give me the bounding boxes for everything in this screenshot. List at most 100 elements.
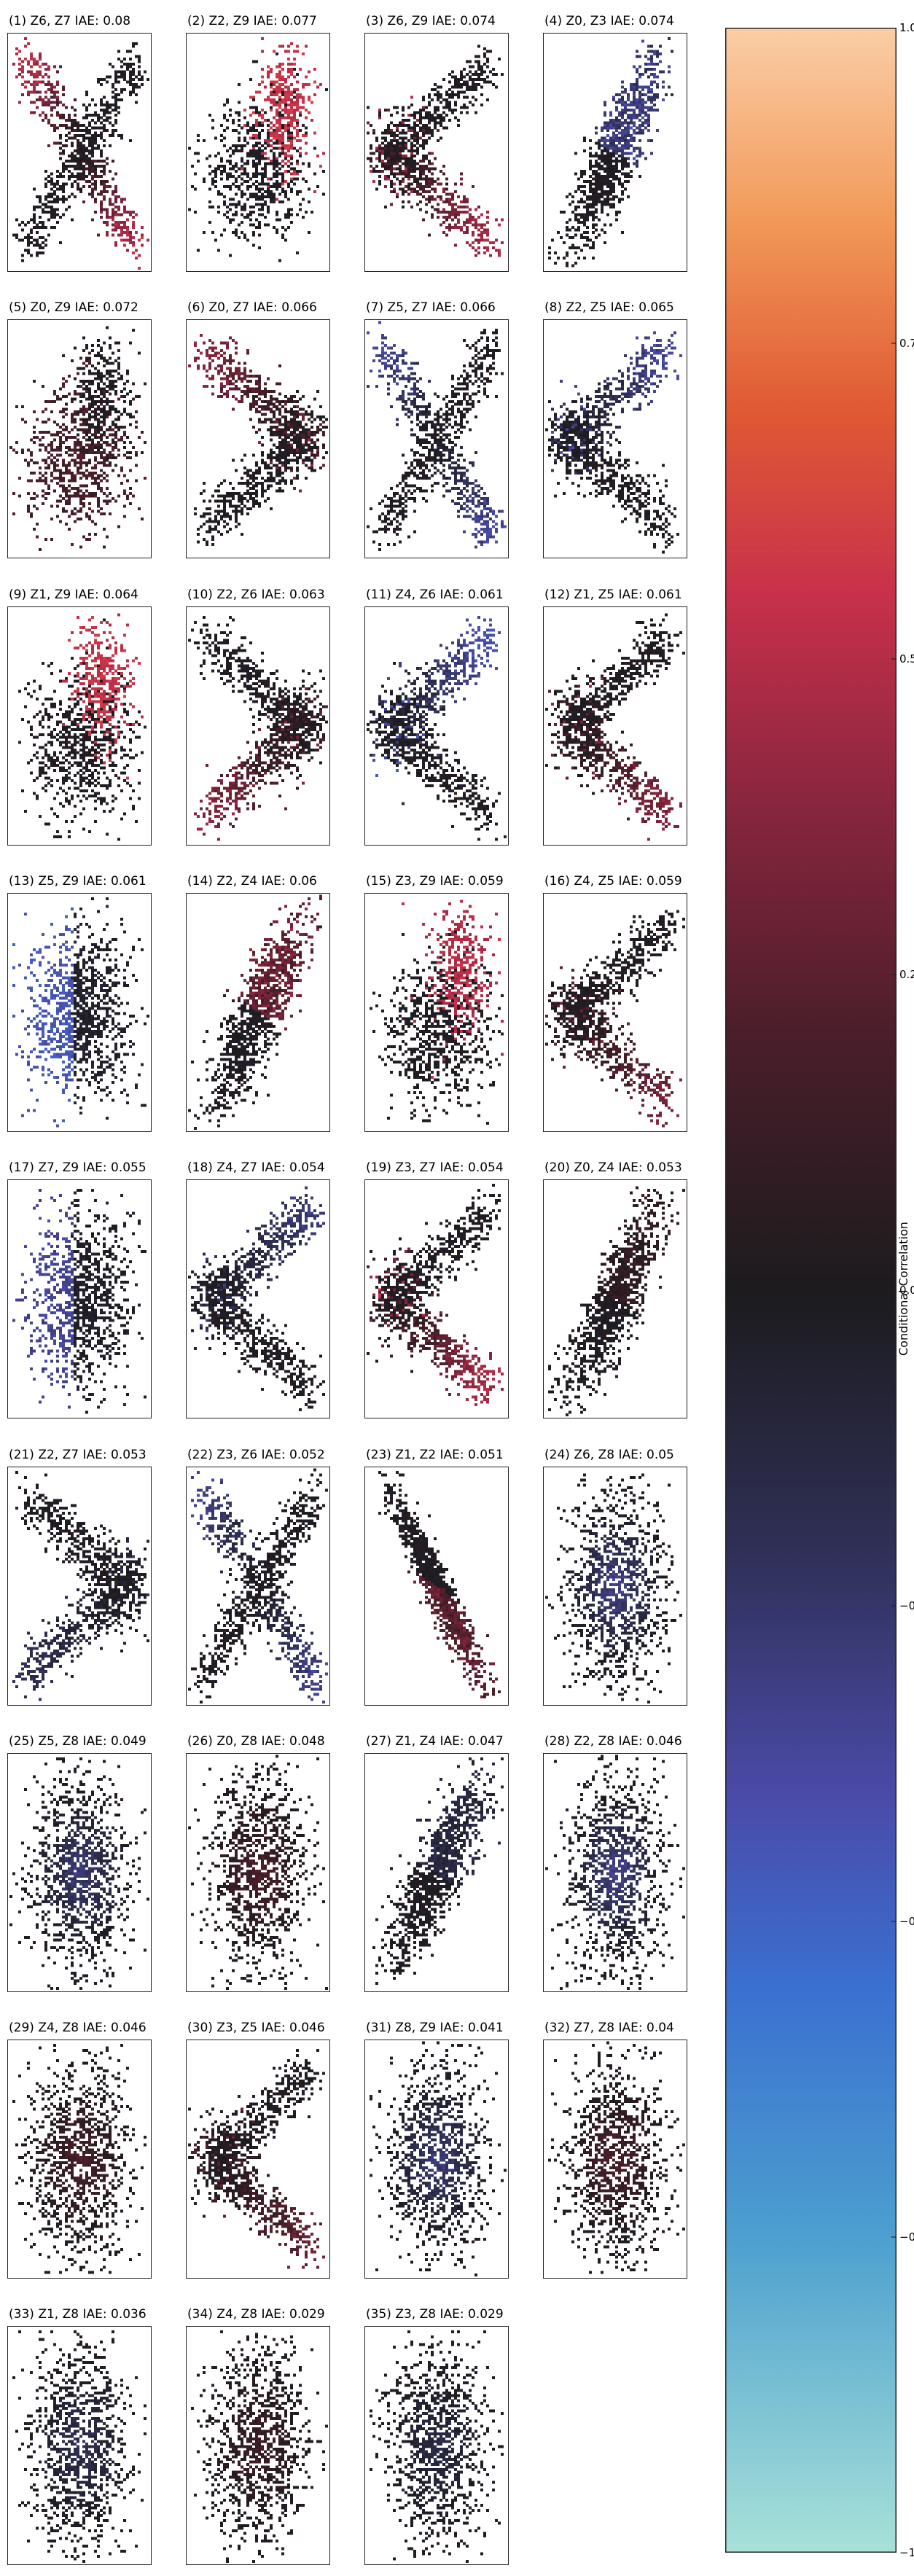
hexbin-point bbox=[434, 106, 437, 109]
hexbin-point bbox=[384, 165, 387, 168]
hexbin-point bbox=[85, 175, 88, 178]
hexbin-point bbox=[653, 52, 656, 55]
hexbin-point bbox=[647, 98, 650, 101]
hexbin-point bbox=[451, 226, 454, 229]
hexbin-point bbox=[437, 211, 440, 214]
hexbin-point bbox=[422, 195, 425, 198]
hexbin-point bbox=[53, 190, 56, 193]
hexbin-point bbox=[238, 136, 241, 140]
hexbin-point bbox=[276, 65, 278, 69]
hexbin-point bbox=[384, 162, 387, 165]
hexbin-point bbox=[120, 98, 123, 101]
hexbin-point bbox=[255, 167, 258, 171]
hexbin-point bbox=[621, 152, 624, 155]
hexbin-point bbox=[123, 243, 126, 247]
hexbin-point bbox=[27, 504, 30, 508]
hexbin-point bbox=[273, 155, 276, 157]
hexbin-point bbox=[615, 218, 618, 222]
hexbin-point bbox=[71, 160, 74, 163]
hexbin-point bbox=[267, 131, 270, 135]
hexbin-point bbox=[560, 236, 563, 239]
hexbin-point bbox=[606, 134, 609, 137]
hexbin-point bbox=[281, 68, 284, 71]
hexbin-point bbox=[138, 73, 141, 76]
hexbin-point bbox=[261, 149, 264, 152]
hexbin-point bbox=[290, 106, 293, 109]
hexbin-point bbox=[474, 73, 477, 76]
hexbin-point bbox=[413, 177, 416, 181]
hexbin-point bbox=[106, 80, 109, 84]
hexbin-point bbox=[241, 149, 243, 152]
hexbin-point bbox=[132, 216, 135, 219]
hexbin-point bbox=[454, 223, 457, 227]
hexbin-point bbox=[47, 98, 50, 101]
hexbin-point bbox=[281, 126, 284, 130]
point-group bbox=[12, 37, 149, 270]
hexbin-point bbox=[100, 487, 103, 491]
hexbin-point bbox=[71, 543, 74, 547]
hexbin-point bbox=[27, 492, 30, 496]
hexbin-point bbox=[598, 144, 601, 147]
hexbin-point bbox=[138, 55, 141, 58]
hexbin-point bbox=[604, 162, 606, 165]
hexbin-point bbox=[197, 139, 200, 142]
hexbin-point bbox=[68, 515, 71, 518]
hexbin-point bbox=[656, 50, 659, 53]
hexbin-point bbox=[463, 195, 466, 198]
hexbin-point bbox=[595, 216, 598, 219]
hexbin-point bbox=[601, 165, 604, 168]
hexbin-point bbox=[431, 129, 434, 132]
hexbin-point bbox=[428, 126, 431, 130]
hexbin-point bbox=[609, 162, 612, 165]
hexbin-point bbox=[255, 187, 258, 191]
hexbin-point bbox=[135, 249, 138, 252]
hexbin-point bbox=[112, 160, 114, 163]
hexbin-point bbox=[24, 58, 27, 61]
hexbin-point bbox=[483, 251, 486, 254]
iae-value: 0.074 bbox=[460, 14, 496, 28]
hexbin-point bbox=[396, 162, 399, 165]
hexbin-point bbox=[30, 101, 33, 104]
hexbin-point bbox=[109, 116, 112, 120]
hexbin-point bbox=[290, 147, 293, 150]
hexbin-point bbox=[59, 175, 62, 178]
hexbin-point bbox=[647, 139, 650, 142]
hexbin-point bbox=[598, 180, 601, 183]
hexbin-point bbox=[595, 223, 598, 227]
hexbin-point bbox=[598, 155, 601, 157]
hexbin-point bbox=[33, 221, 36, 224]
hexbin-point bbox=[249, 152, 252, 155]
hexbin-point bbox=[129, 413, 132, 416]
hexbin-point bbox=[302, 85, 305, 89]
hexbin-point bbox=[659, 52, 662, 55]
hexbin-point bbox=[598, 167, 601, 171]
hexbin-point bbox=[422, 95, 425, 99]
hexbin-point bbox=[606, 175, 609, 178]
hexbin-point bbox=[615, 106, 618, 109]
hexbin-point bbox=[79, 165, 82, 168]
hexbin-point bbox=[606, 121, 609, 125]
hexbin-point bbox=[296, 93, 299, 96]
hexbin-point bbox=[120, 233, 123, 237]
hexbin-point bbox=[630, 104, 633, 106]
hexbin-point bbox=[615, 160, 618, 163]
hexbin-point bbox=[425, 106, 428, 109]
hexbin-point bbox=[85, 126, 88, 130]
hexbin-point bbox=[258, 226, 261, 229]
hexbin-point bbox=[112, 233, 114, 237]
hexbin-point bbox=[293, 126, 296, 130]
hexbin-point bbox=[68, 479, 71, 483]
hexbin-point bbox=[387, 129, 390, 132]
hexbin-point bbox=[589, 165, 592, 168]
hexbin-point bbox=[62, 165, 65, 168]
hexbin-point bbox=[109, 104, 112, 106]
hexbin-point bbox=[402, 170, 405, 173]
hexbin-point bbox=[378, 157, 381, 160]
hexbin-point bbox=[117, 58, 120, 61]
hexbin-point bbox=[114, 75, 117, 79]
hexbin-point bbox=[609, 152, 612, 155]
hexbin-point bbox=[53, 95, 56, 99]
hexbin-point bbox=[586, 236, 589, 239]
hexbin-point bbox=[381, 141, 384, 145]
hexbin-point bbox=[633, 131, 636, 135]
